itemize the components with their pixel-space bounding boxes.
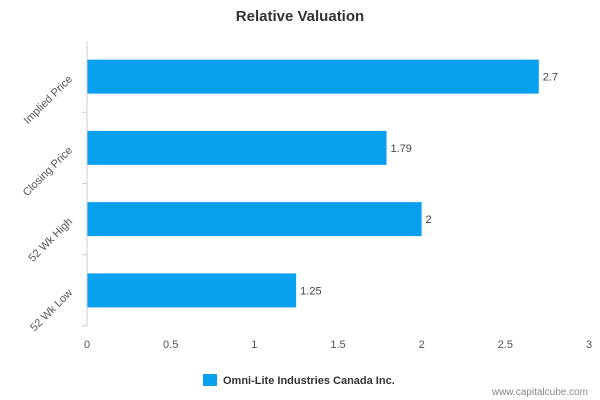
bar-52-wk-high (87, 202, 422, 237)
x-tick-label: 2.5 (498, 339, 513, 351)
x-tick-label: 1.5 (330, 339, 345, 351)
x-tick-label: 0 (84, 339, 90, 351)
bar-value-label: 1.25 (300, 285, 321, 297)
bar-52-wk-low (87, 273, 297, 308)
category-label: 52 Wk Low (28, 287, 75, 334)
legend-swatch (203, 374, 217, 386)
chart-title: Relative Valuation (236, 8, 364, 25)
legend: Omni-Lite Industries Canada Inc. (203, 374, 395, 387)
bar-value-label: 2.7 (543, 72, 558, 84)
category-label: 52 Wk High (26, 216, 75, 265)
bar-implied-price (87, 59, 539, 94)
x-tick-label: 0.5 (163, 339, 178, 351)
category-label: Closing Price (21, 145, 75, 199)
bar-closing-price (87, 130, 387, 165)
x-tick-label: 1 (251, 339, 257, 351)
watermark: www.capitalcube.com (491, 387, 588, 398)
category-label: Implied Price (22, 73, 75, 126)
bars-group: 2.7 Implied Price 1.79 Closing Price 2 52 Wk … (21, 59, 558, 334)
x-axis-ticks: 0 0.5 1 1.5 2 2.5 3 (84, 339, 592, 351)
bar-value-label: 1.79 (391, 143, 412, 155)
x-tick-label: 3 (586, 339, 592, 351)
legend-label: Omni-Lite Industries Canada Inc. (223, 375, 395, 387)
bar-value-label: 2 (426, 214, 432, 226)
x-tick-label: 2 (419, 339, 425, 351)
